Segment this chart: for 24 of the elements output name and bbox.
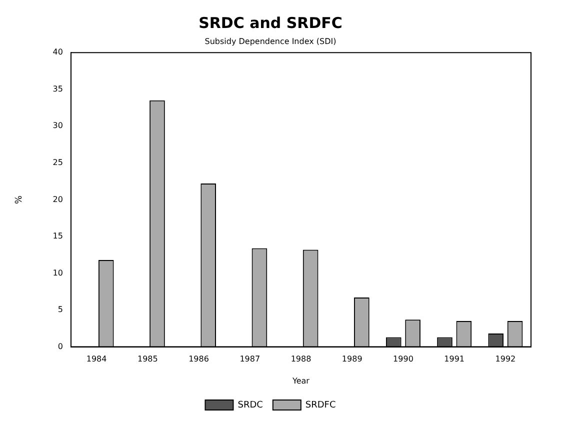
x-tick-label: 1991 (444, 354, 465, 364)
y-tick-label: 25 (52, 158, 63, 168)
legend-label: SRDFC (305, 400, 336, 410)
y-tick-label: 15 (52, 232, 63, 241)
y-tick-label: 20 (52, 194, 63, 204)
x-tick-label: 1992 (495, 354, 516, 364)
x-tick-label: 1984 (86, 354, 107, 364)
x-tick-label: 1985 (137, 354, 158, 364)
chart-title: SRDC and SRDFC (198, 14, 342, 32)
y-axis-title: % (14, 194, 25, 204)
y-tick-label: 30 (52, 121, 63, 130)
x-axis-title: Year (292, 376, 310, 386)
x-tick-label: 1988 (290, 354, 312, 364)
x-tick-label: 1989 (342, 354, 362, 364)
y-tick-label: 35 (52, 84, 63, 94)
y-tick-label: 5 (58, 305, 63, 314)
x-tick-label: 1987 (240, 354, 260, 364)
x-tick-label: 1986 (188, 354, 209, 364)
y-tick-label: 10 (52, 268, 63, 278)
legend-label: SRDC (238, 400, 263, 410)
y-tick-label: 0 (58, 342, 63, 351)
y-tick-label: 40 (52, 48, 63, 57)
chart-subtitle: Subsidy Dependence Index (SDI) (204, 36, 336, 46)
x-tick-label: 1990 (393, 354, 414, 364)
